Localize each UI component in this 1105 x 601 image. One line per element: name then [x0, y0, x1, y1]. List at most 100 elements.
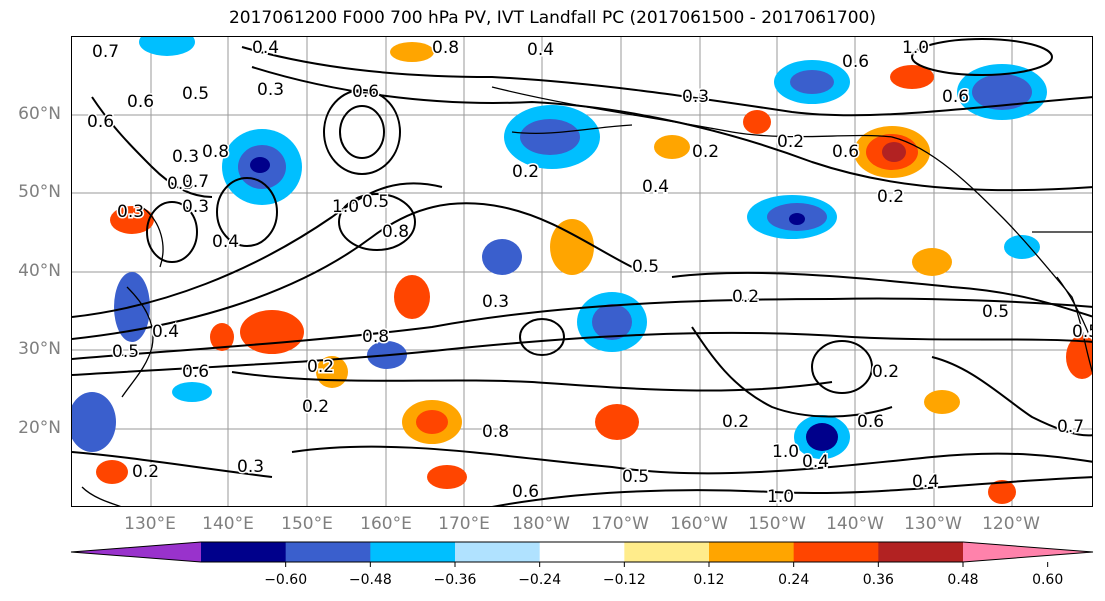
contour-label: 0.6 [942, 87, 969, 107]
contour-label: 1.0 [332, 197, 359, 217]
lon-160w-label: 160°W [670, 514, 728, 534]
pv-contours [72, 38, 1092, 506]
colorbar-segment [285, 542, 371, 562]
colorbar-segment [539, 542, 625, 562]
lat-40n-label: 40°N [18, 261, 61, 281]
coastlines [81, 86, 1092, 506]
contour-label: 1.0 [902, 38, 929, 58]
neg-blob-9-core [806, 423, 838, 451]
lon-160e-label: 160°E [360, 514, 412, 534]
contour-label: 0.7 [1057, 417, 1084, 437]
contour-label: 0.7 [92, 42, 119, 62]
colorbar-segment [709, 542, 795, 562]
colorbar-segment [455, 542, 541, 562]
contour-labels: 0.4 0.3 0.5 0.8 1.0 0.6 0.7 0.3 0.2 0.5 0.6 0.6 0.3 0… [86, 37, 1093, 506]
colorbar-tick-label: −0.24 [518, 572, 562, 588]
neg-blob-2-core [520, 119, 580, 155]
contour-label: 0.6 [182, 362, 209, 382]
contour-label: 0.3 [237, 457, 264, 477]
colorbar-segment [878, 542, 964, 562]
pos-blob-12 [427, 465, 467, 489]
colorbar-min-extension [71, 542, 201, 562]
lon-150w-label: 150°W [748, 514, 806, 534]
colorbar-tick-label: 0.48 [947, 572, 979, 588]
contour-label: 0.2 [777, 132, 804, 152]
contour-label: 0.4 [642, 177, 669, 197]
contour-label: 0.6 [87, 112, 114, 132]
neg-blob-3-core [790, 70, 834, 94]
contour-label: 0.3 [117, 202, 144, 222]
contour-label: 0.6 [857, 412, 884, 432]
contour-label: 0.6 [832, 142, 859, 162]
contour-label: 0.4 [802, 452, 829, 472]
pos-blob-18 [390, 42, 434, 62]
colorbar-max-extension [963, 542, 1093, 562]
contour-label: 0.7 [182, 172, 209, 192]
lat-20n-label: 20°N [18, 418, 61, 438]
colorbar-segment [793, 542, 879, 562]
neg-blob-12 [139, 37, 195, 56]
contour-label: 0.2 [132, 462, 159, 482]
contour-label: 0.2 [692, 142, 719, 162]
pos-blob-2 [240, 310, 304, 354]
colorbar-segment [624, 542, 710, 562]
colorbar-tick-label: 0.12 [693, 572, 725, 588]
contour-label: 0.8 [202, 142, 229, 162]
contour-label: 0.2 [307, 357, 334, 377]
pos-blob-4 [110, 206, 154, 234]
contour-label: 0.6 [512, 482, 539, 502]
contour-label: 0.2 [302, 397, 329, 417]
contour-label: 0.4 [252, 38, 279, 58]
contour-label: 0.6 [842, 52, 869, 72]
pos-blob-19 [210, 323, 234, 351]
map-title: 2017061200 F000 700 hPa PV, IVT Landfall… [228, 8, 876, 28]
contour-label: 1.0 [772, 442, 799, 462]
neg-blob-13 [1004, 235, 1040, 259]
colorbar-outline [70, 541, 1094, 563]
contour-label: 0.5 [112, 342, 139, 362]
colorbar-tick-label: 0.36 [862, 572, 894, 588]
pos-blob-6 [595, 404, 639, 440]
neg-blob-4-center [789, 213, 805, 225]
lon-140e-label: 140°E [202, 514, 254, 534]
contour-label: 0.4 [527, 40, 554, 60]
lon-130w-label: 130°W [904, 514, 962, 534]
lat-30n-label: 30°N [18, 339, 61, 359]
colorbar-segment [370, 542, 456, 562]
neg-blob-1-center [250, 157, 270, 173]
lat-50n-label: 50°N [18, 182, 61, 202]
lon-150e-label: 150°E [281, 514, 333, 534]
colorbar-tick-label: −0.36 [433, 572, 477, 588]
neg-blob-7 [482, 239, 522, 275]
pos-blob-7 [550, 219, 594, 275]
contour-label: 0.4 [912, 472, 939, 492]
lon-170w-label: 170°W [591, 514, 649, 534]
map-plot: 0.4 0.3 0.5 0.8 1.0 0.6 0.7 0.3 0.2 0.5 0.6 0.6 0.3 0… [72, 37, 1093, 506]
contour-label: 0.2 [732, 287, 759, 307]
contour-label: 0.5 [182, 84, 209, 104]
contour-label: 0.5 [622, 467, 649, 487]
pos-blob-11 [743, 110, 771, 134]
lon-140w-label: 140°W [826, 514, 884, 534]
contour-label: 0.6 [127, 92, 154, 112]
contour-label: 0.3 [682, 87, 709, 107]
contour-label: 0.5 [632, 257, 659, 277]
colorbar-tick-label: 0.60 [1032, 572, 1064, 588]
pos-blob-1-center [882, 142, 906, 162]
pos-blob-17 [890, 65, 934, 89]
neg-blob-6-core [592, 304, 632, 340]
contour-label: 0.5 [362, 192, 389, 212]
contour-label: 0.5 [982, 302, 1009, 322]
contour-label: 0.2 [877, 187, 904, 207]
gridlines [72, 37, 1092, 506]
contour-label: 0.2 [512, 162, 539, 182]
lon-120w-label: 120°W [982, 514, 1040, 534]
contour-label: 0.8 [482, 422, 509, 442]
contour-label: 0.4 [152, 322, 179, 342]
colorbar-segment [201, 542, 287, 562]
colorbar-tick-label: −0.12 [602, 572, 646, 588]
lon-130e-label: 130°E [124, 514, 176, 534]
neg-blob-5-core [972, 74, 1032, 110]
positive-anomaly-shading [96, 42, 1092, 504]
contour-label: 0.3 [182, 197, 209, 217]
